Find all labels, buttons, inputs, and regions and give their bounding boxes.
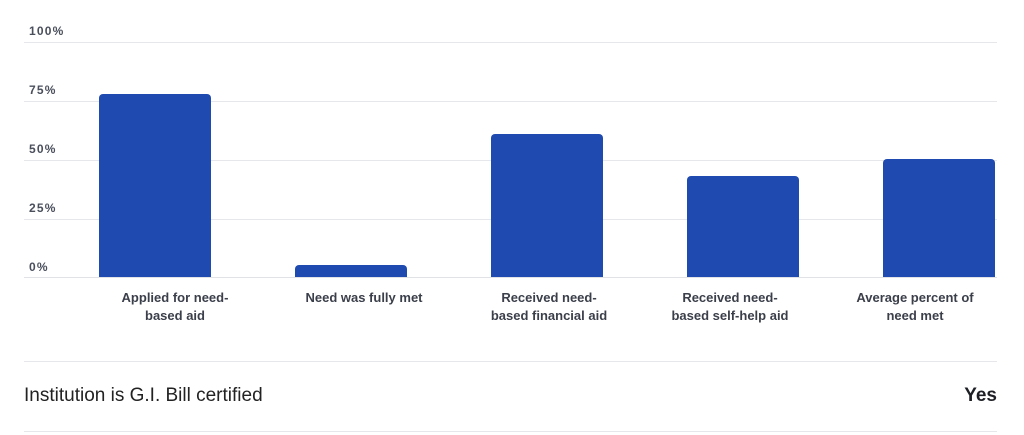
x-label-applied: Applied for need-based aid xyxy=(121,290,229,323)
gi-bill-label: Institution is G.I. Bill certified xyxy=(24,385,263,406)
y-tick-100: 100% xyxy=(29,24,65,38)
bar-applied-for-need-based-aid[interactable] xyxy=(99,94,211,277)
y-tick-75: 75% xyxy=(29,83,57,97)
gridline-75 xyxy=(24,101,997,102)
x-label-average-met: Average percent of need met xyxy=(856,290,974,323)
gridline-0 xyxy=(24,277,997,278)
divider-top xyxy=(24,361,997,362)
y-tick-0: 0% xyxy=(29,260,49,274)
divider-bottom xyxy=(24,431,997,432)
x-label-self-help-aid: Received need-based self-help aid xyxy=(671,290,789,323)
gridline-100 xyxy=(24,42,997,43)
bar-need-fully-met[interactable] xyxy=(295,265,407,277)
bar-average-percent-need-met[interactable] xyxy=(883,159,995,277)
y-tick-25: 25% xyxy=(29,201,57,215)
gi-bill-value: Yes xyxy=(964,385,997,406)
bar-received-need-based-self-help-aid[interactable] xyxy=(687,176,799,277)
x-label-fully-met: Need was fully met xyxy=(305,290,423,305)
bar-chart: 100% 75% 50% 25% 0% Applied for need-bas… xyxy=(24,24,997,323)
bar-received-need-based-financial-aid[interactable] xyxy=(491,134,603,277)
x-label-financial-aid: Received need-based financial aid xyxy=(490,290,608,323)
y-tick-50: 50% xyxy=(29,142,57,156)
